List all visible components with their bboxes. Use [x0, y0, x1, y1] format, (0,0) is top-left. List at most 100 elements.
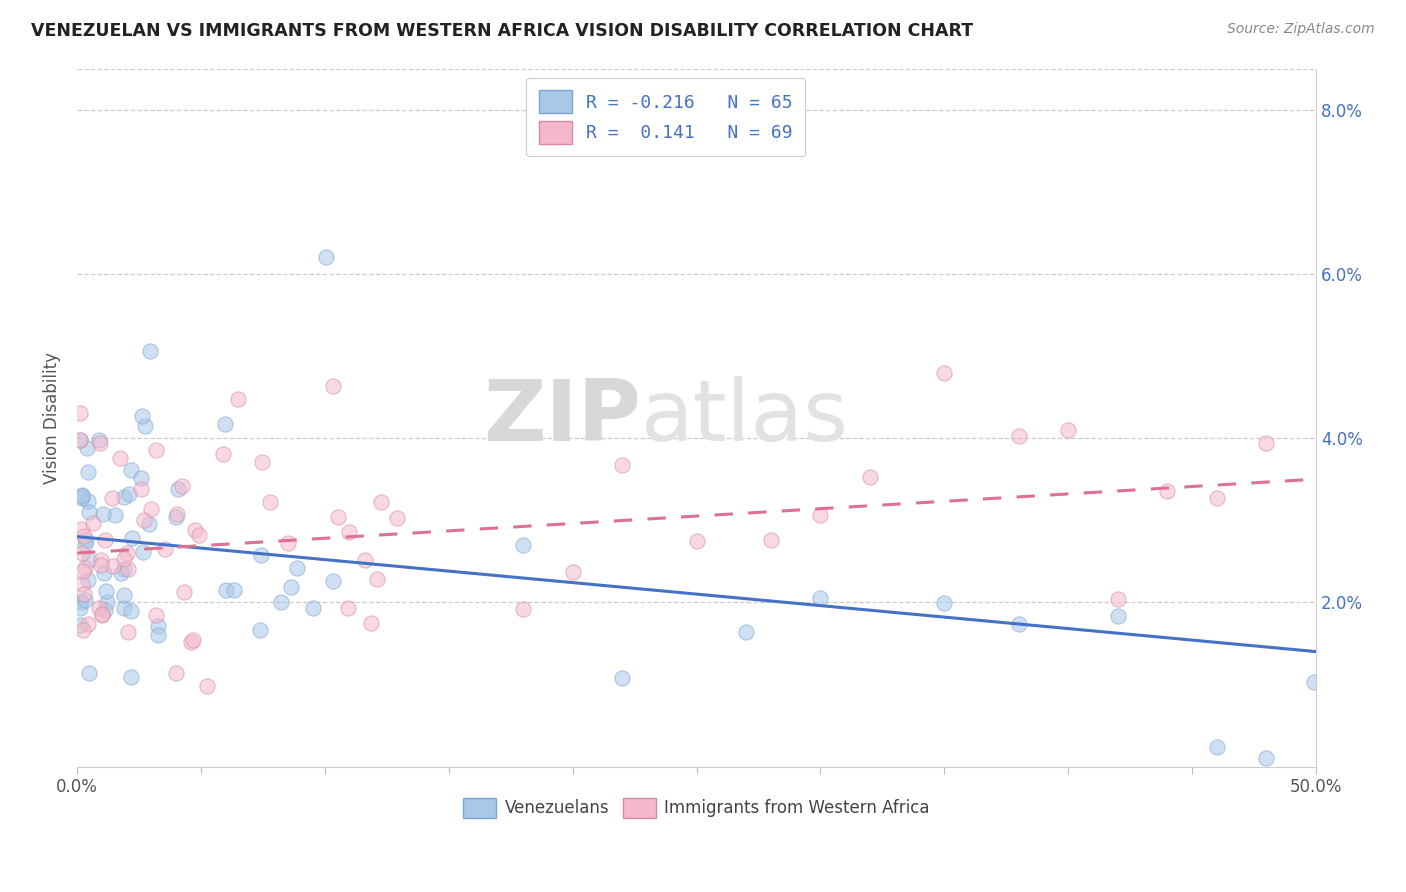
Point — [370, 495, 392, 509]
Point — [69, 618, 91, 632]
Point — [89, 436, 111, 450]
Point — [90, 553, 112, 567]
Point — [69, 406, 91, 420]
Point — [70, 522, 93, 536]
Point — [72, 565, 94, 579]
Point — [138, 343, 160, 358]
Point — [612, 671, 634, 685]
Point — [112, 562, 135, 576]
Point — [934, 596, 956, 610]
Point — [1057, 423, 1080, 437]
Point — [101, 491, 124, 506]
Point — [112, 491, 135, 505]
Legend: Venezuelans, Immigrants from Western Africa: Venezuelans, Immigrants from Western Afr… — [457, 791, 936, 824]
Point — [94, 584, 117, 599]
Point — [1156, 483, 1178, 498]
Point — [249, 623, 271, 637]
Point — [73, 529, 96, 543]
Point — [96, 595, 118, 609]
Point — [1256, 751, 1278, 765]
Point — [76, 617, 98, 632]
Point — [360, 615, 382, 630]
Point — [69, 433, 91, 447]
Point — [145, 442, 167, 457]
Point — [69, 433, 91, 447]
Point — [91, 607, 114, 622]
Point — [172, 478, 194, 492]
Point — [759, 533, 782, 548]
Point — [512, 538, 534, 552]
Point — [70, 576, 93, 591]
Point — [1107, 591, 1129, 606]
Point — [146, 618, 169, 632]
Point — [512, 602, 534, 616]
Point — [165, 510, 187, 524]
Point — [167, 482, 190, 496]
Point — [302, 601, 325, 615]
Y-axis label: Vision Disability: Vision Disability — [44, 351, 60, 483]
Point — [90, 558, 112, 572]
Point — [70, 595, 93, 609]
Point — [117, 624, 139, 639]
Point — [259, 495, 281, 509]
Point — [70, 488, 93, 502]
Text: ZIP: ZIP — [484, 376, 641, 459]
Text: VENEZUELAN VS IMMIGRANTS FROM WESTERN AFRICA VISION DISABILITY CORRELATION CHART: VENEZUELAN VS IMMIGRANTS FROM WESTERN AF… — [31, 22, 973, 40]
Point — [270, 595, 292, 609]
Point — [82, 516, 104, 531]
Point — [226, 392, 249, 407]
Point — [166, 507, 188, 521]
Point — [1008, 429, 1031, 443]
Point — [77, 573, 100, 587]
Point — [77, 665, 100, 680]
Point — [103, 559, 125, 574]
Point — [104, 508, 127, 523]
Point — [859, 470, 882, 484]
Point — [1206, 740, 1229, 755]
Point — [73, 561, 96, 575]
Point — [112, 601, 135, 615]
Point — [112, 551, 135, 566]
Point — [131, 409, 153, 423]
Point — [612, 458, 634, 472]
Point — [810, 591, 832, 605]
Point — [322, 379, 344, 393]
Point — [353, 553, 375, 567]
Point — [366, 572, 388, 586]
Text: atlas: atlas — [641, 376, 849, 459]
Point — [112, 588, 135, 602]
Point — [91, 507, 114, 521]
Point — [285, 561, 308, 575]
Point — [73, 586, 96, 600]
Point — [70, 490, 93, 504]
Point — [165, 666, 187, 681]
Point — [195, 679, 218, 693]
Point — [129, 471, 152, 485]
Point — [117, 546, 139, 560]
Point — [138, 517, 160, 532]
Point — [222, 582, 245, 597]
Point — [1107, 608, 1129, 623]
Point — [1206, 491, 1229, 505]
Point — [77, 553, 100, 567]
Point — [336, 600, 359, 615]
Point — [180, 635, 202, 649]
Point — [326, 510, 349, 524]
Point — [134, 418, 156, 433]
Point — [94, 533, 117, 548]
Point — [72, 624, 94, 638]
Point — [173, 585, 195, 599]
Point — [77, 494, 100, 508]
Point — [1008, 617, 1031, 632]
Point — [118, 487, 141, 501]
Point — [120, 604, 142, 618]
Point — [211, 446, 233, 460]
Point — [277, 536, 299, 550]
Point — [70, 546, 93, 560]
Point — [141, 501, 163, 516]
Point — [145, 608, 167, 623]
Point — [934, 366, 956, 380]
Point — [89, 601, 111, 615]
Point — [75, 533, 97, 547]
Point — [121, 531, 143, 545]
